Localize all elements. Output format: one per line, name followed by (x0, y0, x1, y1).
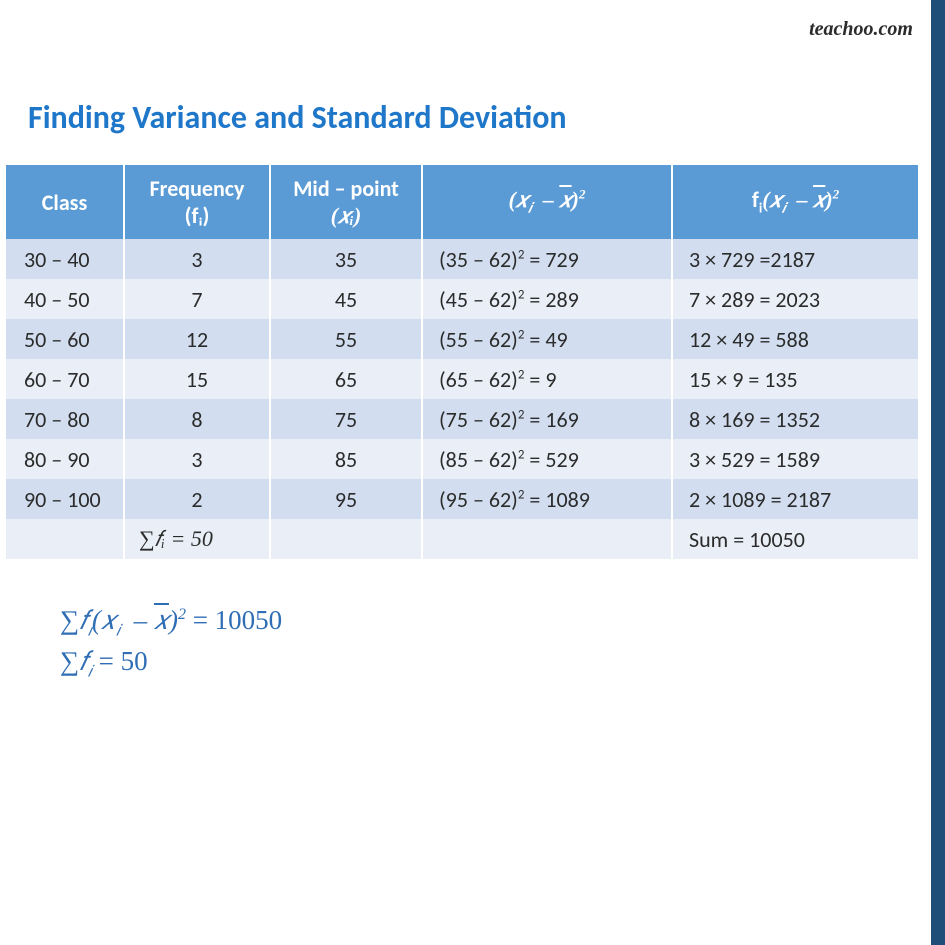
cell-class: 50 – 60 (6, 319, 124, 359)
table-row: 40 – 50 7 45 (45 – 62)2 = 289 7 × 289 = … (6, 279, 918, 319)
cell-mid: 35 (270, 239, 422, 279)
cell-mid: 75 (270, 399, 422, 439)
cell-dev: (85 – 62)2 = 529 (422, 439, 672, 479)
cell-freq: 7 (124, 279, 270, 319)
table-row: 70 – 80 8 75 (75 – 62)2 = 169 8 × 169 = … (6, 399, 918, 439)
table-row: 80 – 90 3 85 (85 – 62)2 = 529 3 × 529 = … (6, 439, 918, 479)
cell-fdev: 12 × 49 = 588 (672, 319, 918, 359)
table-row: 50 – 60 12 55 (55 – 62)2 = 49 12 × 49 = … (6, 319, 918, 359)
table-header-row: Class Frequency (fᵢ) Mid – point (𝑥ᵢ) (𝑥… (6, 165, 918, 239)
header-class: Class (6, 165, 124, 239)
header-deviation-sq: (𝑥𝑖 – 𝑥)2 (422, 165, 672, 239)
header-midpoint: Mid – point (𝑥ᵢ) (270, 165, 422, 239)
cell-mid: 85 (270, 439, 422, 479)
cell-sum-fdev: Sum = 10050 (672, 519, 918, 559)
header-f-deviation-sq: fi(𝑥𝑖 – 𝑥)2 (672, 165, 918, 239)
cell-dev: (95 – 62)2 = 1089 (422, 479, 672, 519)
cell-mid: 65 (270, 359, 422, 399)
table-row: 30 – 40 3 35 (35 – 62)2 = 729 3 × 729 =2… (6, 239, 918, 279)
cell-fdev: 3 × 729 =2187 (672, 239, 918, 279)
cell-fdev: 3 × 529 = 1589 (672, 439, 918, 479)
cell-mid: 45 (270, 279, 422, 319)
table-row: 90 – 100 2 95 (95 – 62)2 = 1089 2 × 1089… (6, 479, 918, 519)
cell-mid: 95 (270, 479, 422, 519)
cell-empty (422, 519, 672, 559)
cell-fdev: 8 × 169 = 1352 (672, 399, 918, 439)
cell-class: 90 – 100 (6, 479, 124, 519)
cell-sum-f: ∑𝑓ᵢ = 50 (124, 519, 270, 559)
table-row: 60 – 70 15 65 (65 – 62)2 = 9 15 × 9 = 13… (6, 359, 918, 399)
cell-class: 40 – 50 (6, 279, 124, 319)
right-accent-bar (931, 0, 945, 945)
cell-fdev: 15 × 9 = 135 (672, 359, 918, 399)
formula-sum-fx: ∑𝑓𝑖(𝑥𝑖 – 𝑥)2 = 10050 (0, 605, 945, 640)
cell-freq: 3 (124, 239, 270, 279)
header-frequency: Frequency (fᵢ) (124, 165, 270, 239)
cell-dev: (55 – 62)2 = 49 (422, 319, 672, 359)
cell-dev: (45 – 62)2 = 289 (422, 279, 672, 319)
formula-block: ∑𝑓𝑖(𝑥𝑖 – 𝑥)2 = 10050 ∑𝑓𝑖 = 50 (0, 605, 945, 682)
cell-fdev: 2 × 1089 = 2187 (672, 479, 918, 519)
cell-freq: 12 (124, 319, 270, 359)
cell-class: 80 – 90 (6, 439, 124, 479)
variance-table: Class Frequency (fᵢ) Mid – point (𝑥ᵢ) (𝑥… (6, 165, 918, 559)
cell-fdev: 7 × 289 = 2023 (672, 279, 918, 319)
cell-class: 30 – 40 (6, 239, 124, 279)
cell-dev: (75 – 62)2 = 169 (422, 399, 672, 439)
brand-logo: teachoo.com (809, 18, 913, 41)
cell-empty (6, 519, 124, 559)
cell-class: 70 – 80 (6, 399, 124, 439)
cell-empty (270, 519, 422, 559)
cell-freq: 2 (124, 479, 270, 519)
cell-mid: 55 (270, 319, 422, 359)
page-title: Finding Variance and Standard Deviation (0, 40, 945, 165)
table-body: 30 – 40 3 35 (35 – 62)2 = 729 3 × 729 =2… (6, 239, 918, 559)
cell-dev: (35 – 62)2 = 729 (422, 239, 672, 279)
cell-freq: 3 (124, 439, 270, 479)
cell-class: 60 – 70 (6, 359, 124, 399)
formula-sum-f: ∑𝑓𝑖 = 50 (0, 646, 945, 681)
cell-freq: 15 (124, 359, 270, 399)
table-sum-row: ∑𝑓ᵢ = 50 Sum = 10050 (6, 519, 918, 559)
cell-freq: 8 (124, 399, 270, 439)
cell-dev: (65 – 62)2 = 9 (422, 359, 672, 399)
